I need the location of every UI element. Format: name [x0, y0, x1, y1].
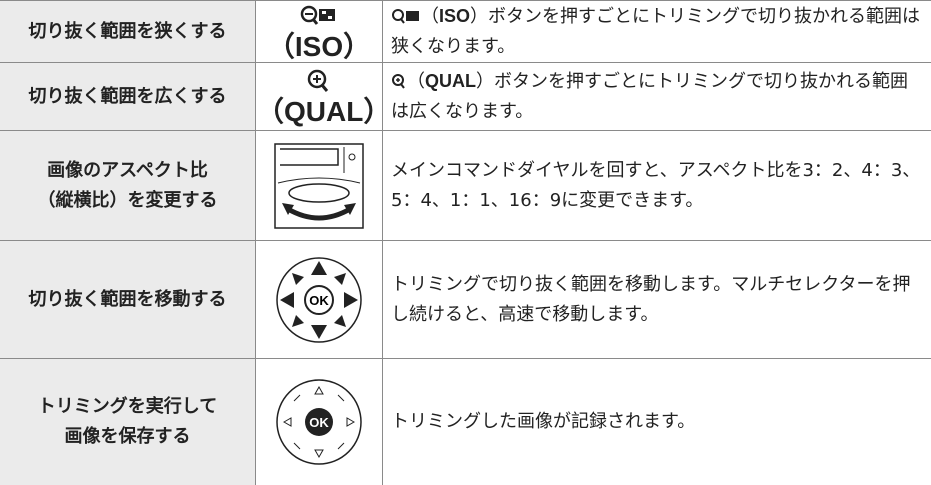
desc-text: トリミングで切り抜く範囲を移動します。マルチセレクターを押し続けると、高速で移動… [391, 274, 910, 325]
ok-label: OK [309, 293, 329, 308]
row: 切り抜く範囲を移動する OK トリミングで切り抜く範囲を移動します。マルチセレク… [0, 241, 931, 359]
icon-cell: OK [256, 241, 383, 359]
icon-cell: （QUAL） [256, 63, 383, 131]
row-label: 切り抜く範囲を広くする [0, 63, 256, 131]
label-text: 画像を保存する [65, 426, 191, 447]
zoom-in-icon [391, 73, 407, 91]
desc-text: （ [407, 71, 425, 92]
button-label: （ISO） [267, 31, 371, 62]
description: （ISO）ボタンを押すごとにトリミングで切り抜かれる範囲は狭くなります。 [383, 1, 931, 63]
dial-icon [274, 143, 364, 229]
desc-text: （ [421, 6, 439, 27]
row: 切り抜く範囲を広くする （QUAL） （QUAL）ボタンを押すごとにトリミングで… [0, 63, 931, 131]
desc-bold: ISO [439, 6, 470, 26]
desc-bold: QUAL [425, 71, 476, 91]
ok-button-icon: OK [274, 377, 364, 467]
row-label: 画像のアスペクト比 （縦横比）を変更する [0, 131, 256, 241]
zoom-out-icon [391, 8, 421, 26]
desc-text: ）ボタンを押すごとにトリミングで切り抜かれる範囲は狭くなります。 [391, 6, 920, 57]
icon-cell [256, 131, 383, 241]
label-text: 切り抜く範囲を移動する [29, 289, 227, 310]
desc-text: メインコマンドダイヤルを回すと、アスペクト比を3：2、4：3、5：4、1：1、1… [391, 160, 920, 211]
description: トリミングで切り抜く範囲を移動します。マルチセレクターを押し続けると、高速で移動… [383, 241, 931, 359]
description: トリミングした画像が記録されます。 [383, 359, 931, 485]
row: 切り抜く範囲を狭くする （ISO） （ISO）ボタンを押すごとにトリミングで切り… [0, 1, 931, 63]
row-label: 切り抜く範囲を狭くする [0, 1, 256, 63]
multi-selector-icon: OK [274, 255, 364, 345]
label-text: （縦横比）を変更する [38, 190, 218, 211]
label-text: 切り抜く範囲を広くする [29, 86, 227, 107]
label-text: トリミングを実行して [38, 396, 217, 417]
row-label: 切り抜く範囲を移動する [0, 241, 256, 359]
label-text: 切り抜く範囲を狭くする [29, 21, 227, 42]
icon-cell: （ISO） [256, 1, 383, 63]
zoom-in-icon [306, 67, 332, 97]
icon-cell: OK [256, 359, 383, 485]
row-label: トリミングを実行して画像を保存する [0, 359, 256, 485]
desc-text: トリミングした画像が記録されます。 [391, 411, 695, 432]
button-label: （QUAL） [256, 96, 391, 127]
description: （QUAL）ボタンを押すごとにトリミングで切り抜かれる範囲は広くなります。 [383, 63, 931, 131]
ok-label: OK [309, 415, 329, 430]
description: メインコマンドダイヤルを回すと、アスペクト比を3：2、4：3、5：4、1：1、1… [383, 131, 931, 241]
label-text: 画像のアスペクト比 [47, 160, 208, 181]
zoom-out-icon [299, 2, 339, 32]
row: 画像のアスペクト比 （縦横比）を変更する メインコマンドダイヤルを回すと、アスペク… [0, 131, 931, 241]
row: トリミングを実行して画像を保存する OK トリミングした画像が記録されます。 [0, 359, 931, 485]
